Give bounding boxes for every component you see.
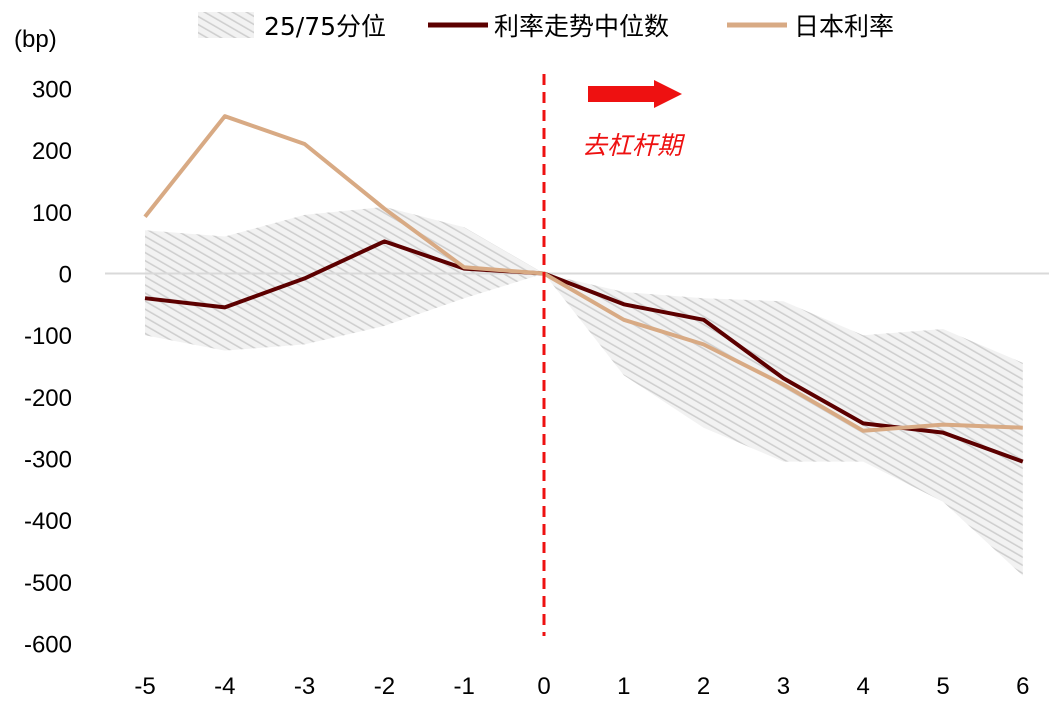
legend: 25/75分位 利率走势中位数 日本利率 xyxy=(198,12,894,41)
y-tick-label: 100 xyxy=(32,200,72,227)
y-tick-label: 200 xyxy=(32,138,72,165)
x-tick-label: 2 xyxy=(697,673,710,700)
x-tick-label: 1 xyxy=(617,673,630,700)
x-tick-label: 0 xyxy=(537,673,550,700)
y-axis-unit: (bp) xyxy=(14,26,57,53)
legend-label-japan: 日本利率 xyxy=(794,12,894,41)
deleveraging-arrow xyxy=(588,80,682,108)
y-tick-label: -200 xyxy=(24,385,72,412)
x-tick-label: -4 xyxy=(214,673,235,700)
y-tick-label: 0 xyxy=(59,262,72,289)
y-tick-label: 300 xyxy=(32,76,72,103)
percentile-band xyxy=(145,206,1023,576)
y-tick-label: -600 xyxy=(24,632,72,659)
y-tick-label: -500 xyxy=(24,570,72,597)
x-tick-label: 3 xyxy=(777,673,790,700)
legend-label-median: 利率走势中位数 xyxy=(494,12,669,41)
y-tick-label: -300 xyxy=(24,447,72,474)
x-axis: -5 -4 -3 -2 -1 0 1 2 3 4 5 6 xyxy=(134,673,1029,700)
series-line-japan xyxy=(143,114,1023,433)
x-tick-label: -2 xyxy=(374,673,395,700)
x-tick-label: 5 xyxy=(936,673,949,700)
x-tick-label: 4 xyxy=(857,673,870,700)
deleveraging-label: 去杠杆期 xyxy=(582,131,686,160)
x-tick-label: -3 xyxy=(294,673,315,700)
x-tick-label: -5 xyxy=(134,673,155,700)
x-tick-label: 6 xyxy=(1016,673,1029,700)
x-tick-label: -1 xyxy=(454,673,475,700)
y-axis: 300 200 100 0 -100 -200 -300 -400 -500 -600 xyxy=(24,76,72,658)
legend-label-band: 25/75分位 xyxy=(264,12,386,41)
y-tick-label: -400 xyxy=(24,508,72,535)
series-line-median xyxy=(144,239,1024,464)
legend-swatch-band xyxy=(198,12,254,38)
y-tick-label: -100 xyxy=(24,323,72,350)
